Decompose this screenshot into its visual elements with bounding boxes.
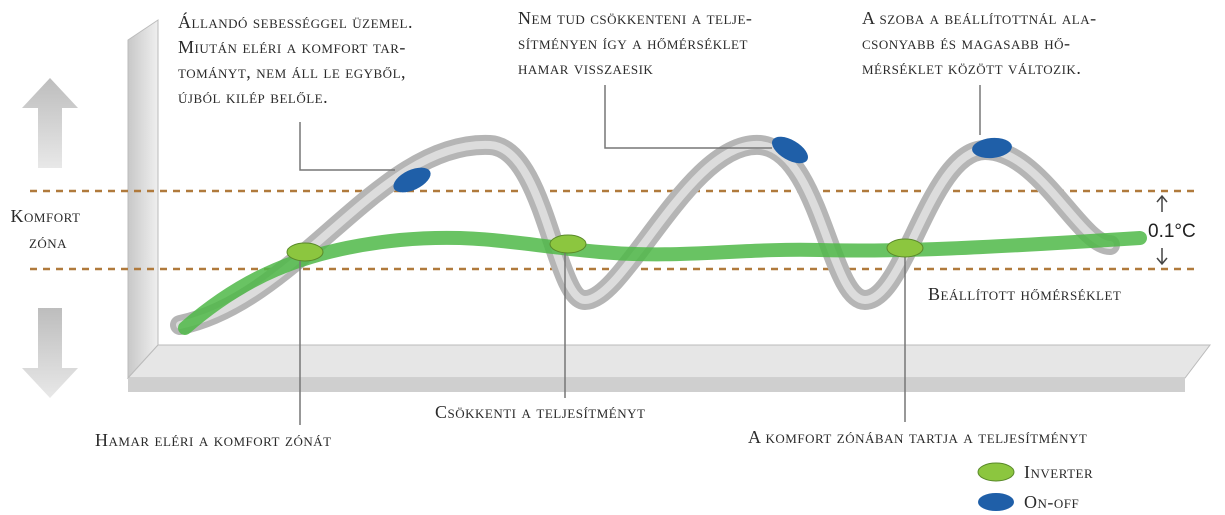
annotation-line: hamar visszaesik xyxy=(518,58,653,78)
inverter-ribbon xyxy=(178,230,1147,335)
annotation: Nem tud csökkenteni a telje- sítményen í… xyxy=(518,8,757,78)
up-arrow xyxy=(22,78,78,168)
tolerance-arrow-up xyxy=(1156,194,1168,212)
annotation-line: Nem tud csökkenteni a telje- xyxy=(518,8,752,28)
on-off-wave-highlight xyxy=(176,140,1114,329)
inverter-car xyxy=(286,242,324,262)
legend-swatch xyxy=(978,493,1014,511)
label-line: zóna xyxy=(29,232,67,252)
annotation-line: A szoba a beállítottnál ala- xyxy=(862,8,1097,28)
inverter-car xyxy=(886,238,924,258)
legend-label: Inverter xyxy=(1024,462,1093,482)
leader-line xyxy=(299,122,395,171)
on-off-car xyxy=(393,167,431,193)
comfort-zone-label: Komfort zóna xyxy=(11,206,86,252)
annotation-line: csonyabb és magasabb hő- xyxy=(862,33,1070,53)
annotation-line: újból kilép belőle. xyxy=(178,87,328,107)
tolerance-label: 0.1°C xyxy=(1148,221,1196,242)
annotation: Állandó sebességgel üzemel. Miután eléri… xyxy=(178,11,418,107)
set-temperature-label: Beállított hőmérséklet xyxy=(928,284,1121,304)
legend: Inverter On-off xyxy=(977,462,1093,512)
annotation: A komfort zónában tartja a teljesítményt xyxy=(748,427,1087,447)
down-arrow xyxy=(22,308,78,398)
annotation-line: Miután eléri a komfort tar- xyxy=(178,37,406,57)
axes xyxy=(126,19,1212,392)
tolerance-arrow-down xyxy=(1156,248,1168,266)
inverter-car xyxy=(549,234,587,254)
annotation-line: Állandó sebességgel üzemel. xyxy=(178,11,413,32)
annotation: Csökkenti a teljesítményt xyxy=(435,402,645,422)
legend-swatch xyxy=(977,462,1015,482)
annotation-line: sítményen így a hőmérséklet xyxy=(518,33,748,53)
label-line: Komfort xyxy=(11,206,81,226)
on-off-car xyxy=(771,136,809,164)
annotation: Hamar eléri a komfort zónát xyxy=(95,430,332,450)
leader-line xyxy=(604,85,772,149)
on-off-car xyxy=(972,137,1012,159)
annotation-line: mérséklet között változik. xyxy=(862,58,1081,78)
legend-label: On-off xyxy=(1024,492,1079,512)
annotation: A szoba a beállítottnál ala- csonyabb és… xyxy=(862,8,1102,78)
annotation-line: tományt, nem áll le egyből, xyxy=(178,62,406,82)
